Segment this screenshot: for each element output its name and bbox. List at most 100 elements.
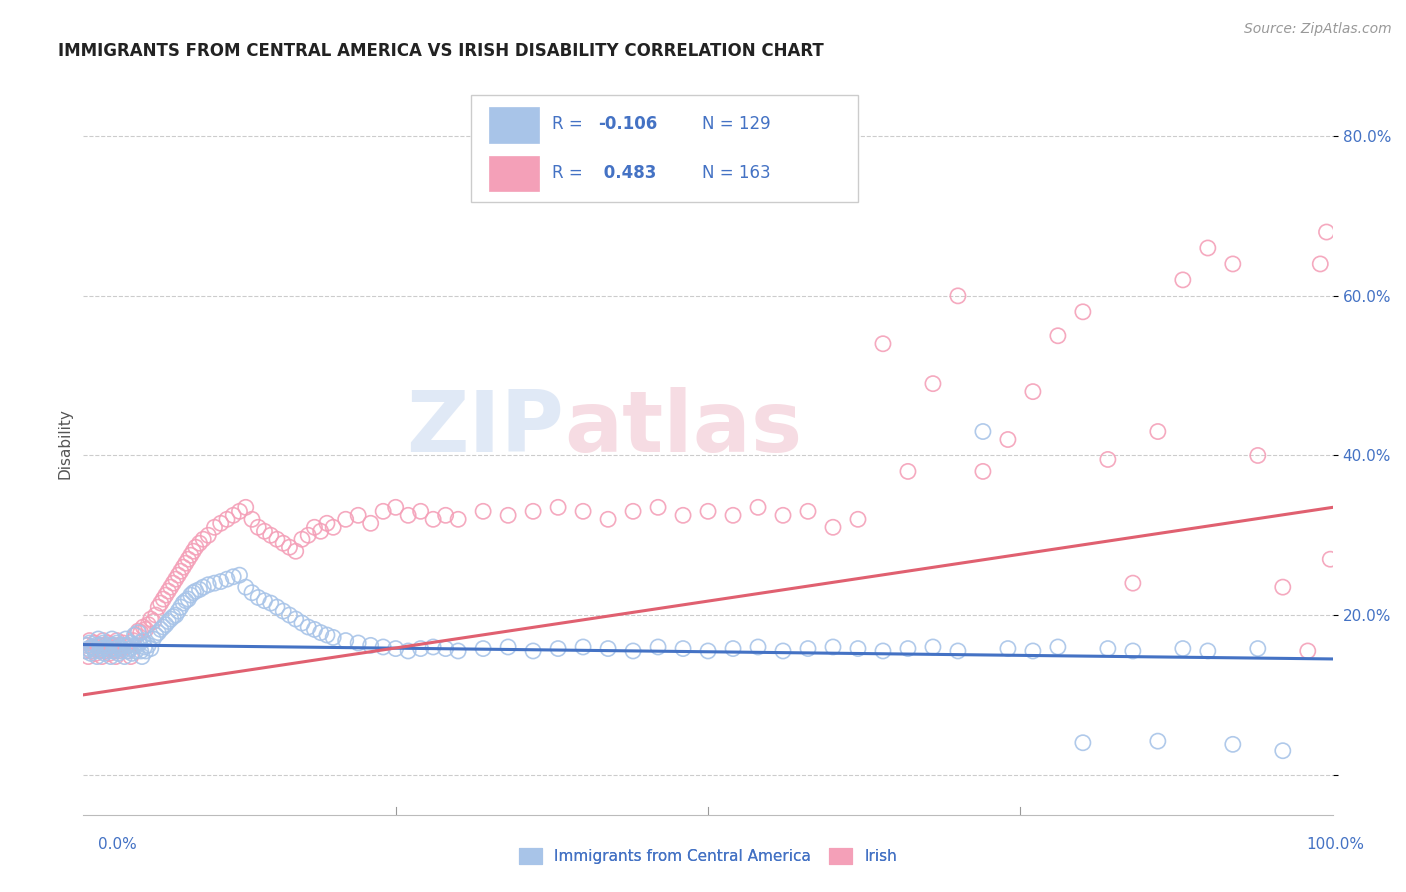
Point [110,641,132,656]
Point [114,640,136,654]
Point [347,636,370,650]
Point [125,644,148,658]
Point [1147,734,1170,748]
Point [103,644,125,658]
Point [297,528,319,542]
Point [384,641,406,656]
Point [1071,736,1094,750]
Point [90,639,112,653]
Point [946,644,969,658]
Point [422,640,444,654]
Point [721,508,744,523]
Point [149,623,172,637]
Point [77,649,100,664]
Text: 0.483: 0.483 [598,163,657,182]
Point [181,544,204,558]
Point [114,649,136,664]
Point [284,544,307,558]
Point [1222,737,1244,751]
Point [127,624,149,638]
Point [672,508,695,523]
Bar [489,155,540,191]
Point [747,500,769,515]
Point [1171,641,1194,656]
Point [188,582,211,597]
Point [747,640,769,654]
Text: N = 163: N = 163 [702,163,770,182]
Point [1022,384,1045,399]
Point [142,632,165,646]
Point [1046,640,1069,654]
Point [409,504,432,518]
Point [89,644,111,658]
Point [772,508,794,523]
Point [215,512,238,526]
Point [132,633,155,648]
Point [291,615,314,630]
Point [174,556,197,570]
Point [496,640,519,654]
Point [77,641,100,656]
Point [139,612,162,626]
Point [129,625,152,640]
Point [104,641,127,656]
Point [117,644,139,658]
Point [112,636,135,650]
Point [304,623,326,637]
Point [235,500,257,515]
Point [422,512,444,526]
Point [139,641,162,656]
Point [278,540,301,554]
Point [922,376,945,391]
Point [260,596,283,610]
Point [87,632,110,646]
Point [1247,449,1270,463]
Point [100,640,122,654]
Point [93,644,115,658]
Point [145,628,167,642]
Point [89,639,111,653]
Point [83,636,105,650]
Point [96,641,118,656]
Point [1197,644,1219,658]
Point [184,540,207,554]
Point [373,504,395,518]
Point [129,644,152,658]
Point [124,628,146,642]
Point [80,644,103,658]
Point [103,639,125,653]
Text: ZIP: ZIP [406,387,564,470]
Point [76,639,98,653]
Point [90,644,112,658]
Point [174,593,197,607]
Point [1097,452,1119,467]
Point [1171,273,1194,287]
Point [360,639,382,653]
Point [235,580,257,594]
Point [184,584,207,599]
Point [335,633,357,648]
Point [291,533,314,547]
Point [86,649,108,664]
Point [105,636,128,650]
Text: 0.0%: 0.0% [98,837,138,852]
Point [107,644,129,658]
Point [122,640,145,654]
Point [108,639,131,653]
Point [94,639,117,653]
Point [209,574,232,589]
Point [596,641,619,656]
Point [103,639,125,653]
FancyBboxPatch shape [471,95,858,202]
Point [83,644,105,658]
Point [409,641,432,656]
Point [396,644,419,658]
Point [84,646,107,660]
Point [304,520,326,534]
Point [647,500,669,515]
Point [117,639,139,653]
Point [1247,641,1270,656]
Point [148,625,170,640]
Point [188,536,211,550]
Point [373,640,395,654]
